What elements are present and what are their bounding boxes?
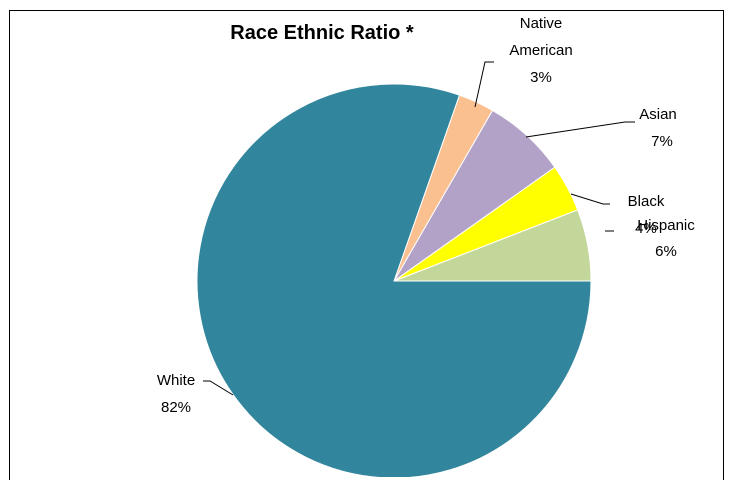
leader-line-asian	[525, 121, 635, 138]
pie-slice-white	[196, 83, 592, 477]
data-label-name-white: White	[157, 372, 195, 389]
data-label-pct-asian: 7%	[651, 133, 673, 150]
data-label-name-hispanic: Hispanic	[637, 217, 695, 234]
data-label-name-black: Black	[628, 193, 665, 210]
leader-line-black	[570, 193, 610, 205]
data-label-name-native-american: Native	[520, 15, 563, 32]
data-label-pct-white: 82%	[161, 399, 191, 416]
data-label-name-asian: Asian	[639, 106, 677, 123]
chart-title: Race Ethnic Ratio *	[230, 22, 414, 44]
data-label-pct-black: 4%	[635, 220, 657, 237]
data-label-pct-native-american: 3%	[530, 69, 552, 86]
leader-line-white	[203, 380, 234, 396]
data-label-pct-hispanic: 6%	[655, 243, 677, 260]
chart-area	[9, 10, 724, 480]
leader-line-native-american	[474, 61, 494, 108]
data-label-name-native-american: American	[509, 42, 572, 59]
